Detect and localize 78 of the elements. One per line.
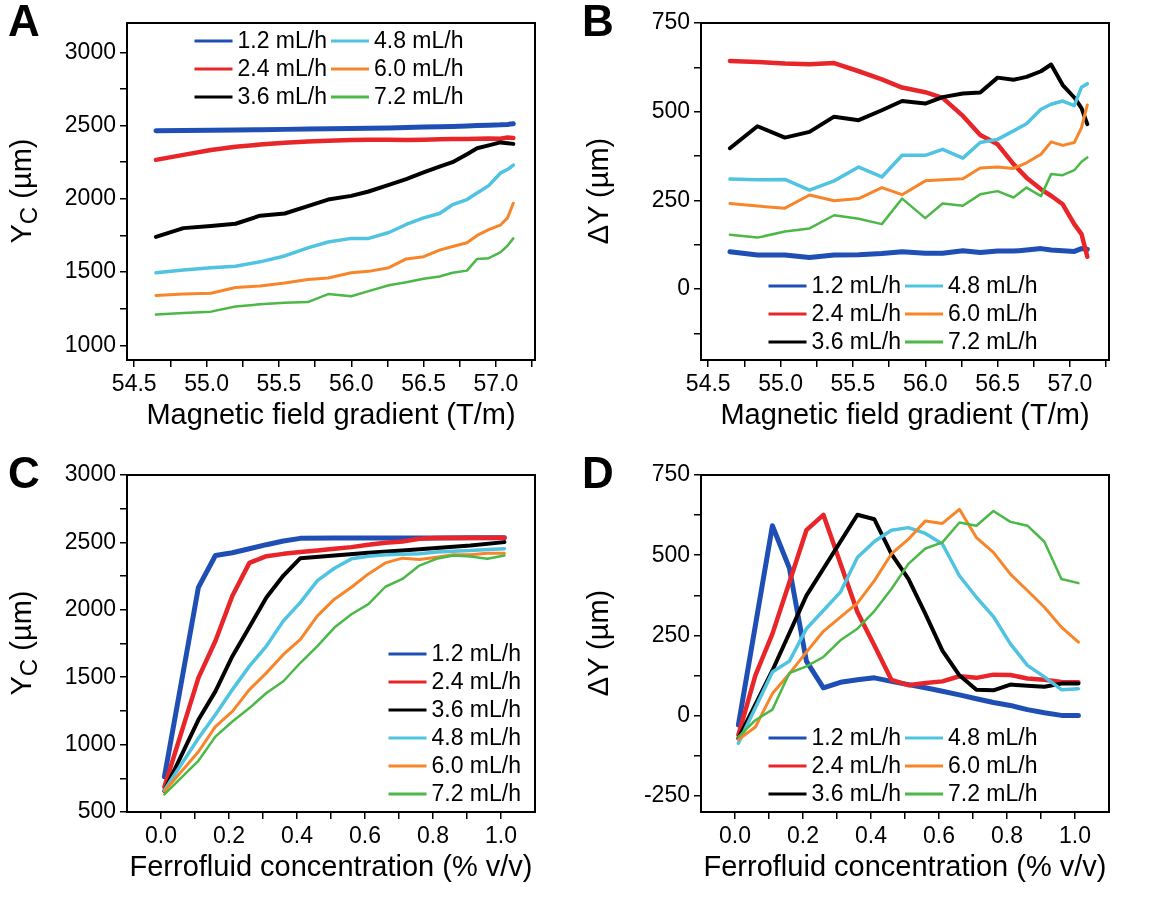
y-tick-label: 250 bbox=[651, 185, 690, 212]
y-tick-label: 2500 bbox=[64, 527, 116, 554]
x-tick-label: 0.4 bbox=[855, 822, 888, 849]
x-axis-title: Ferrofluid concentration (% v/v) bbox=[702, 850, 1108, 883]
legend-label: 1.2 mL/h bbox=[237, 27, 327, 54]
y-tick-label: -250 bbox=[643, 781, 690, 808]
legend-label: 1.2 mL/h bbox=[431, 640, 521, 667]
legend-label: 2.4 mL/h bbox=[811, 752, 901, 779]
y-tick-label: 0 bbox=[677, 274, 690, 301]
x-tick-label: 56.5 bbox=[401, 370, 446, 397]
y-tick-label: 1500 bbox=[64, 662, 116, 689]
y-tick-label: 2000 bbox=[64, 184, 116, 211]
x-axis-title: Magnetic field gradient (T/m) bbox=[719, 398, 1091, 431]
legend-label: 7.2 mL/h bbox=[431, 780, 521, 807]
x-tick-label: 0.2 bbox=[787, 822, 819, 849]
legend-label: 7.2 mL/h bbox=[374, 83, 464, 110]
x-axis-title: Ferrofluid concentration (% v/v) bbox=[128, 850, 534, 883]
y-tick-label: 750 bbox=[651, 460, 690, 487]
chart-title: C bbox=[8, 448, 40, 498]
y-tick-label: 1000 bbox=[64, 729, 116, 756]
legend-label: 6.0 mL/h bbox=[948, 752, 1038, 779]
legend-label: 3.6 mL/h bbox=[811, 780, 901, 807]
legend-label: 2.4 mL/h bbox=[237, 55, 327, 82]
x-tick-label: 0.8 bbox=[417, 822, 449, 849]
legend-label: 2.4 mL/h bbox=[811, 300, 901, 327]
x-tick-label: 0.4 bbox=[281, 822, 314, 849]
legend-label: 4.8 mL/h bbox=[374, 27, 464, 54]
legend-label: 3.6 mL/h bbox=[811, 328, 901, 355]
x-tick-label: 0.2 bbox=[213, 822, 245, 849]
x-tick-label: 56.5 bbox=[975, 370, 1020, 397]
y-axis-title: ΔY (µm) bbox=[581, 137, 615, 245]
y-tick-label: 2500 bbox=[64, 110, 116, 137]
y-tick-label: 500 bbox=[77, 797, 116, 824]
legend-label: 6.0 mL/h bbox=[374, 55, 464, 82]
legend-label: 4.8 mL/h bbox=[948, 724, 1038, 751]
y-tick-label: 750 bbox=[651, 8, 690, 35]
x-tick-label: 55.5 bbox=[830, 370, 876, 397]
legend-label: 1.2 mL/h bbox=[811, 272, 901, 299]
y-tick-label: 3000 bbox=[64, 460, 116, 487]
y-tick-label: 3000 bbox=[64, 37, 116, 64]
x-tick-label: 55.0 bbox=[184, 370, 229, 397]
legend-label: 1.2 mL/h bbox=[811, 724, 901, 751]
x-tick-label: 0.0 bbox=[719, 822, 751, 849]
x-tick-label: 54.5 bbox=[111, 370, 157, 397]
x-tick-label: 57.0 bbox=[1047, 370, 1093, 397]
y-tick-label: 1500 bbox=[64, 257, 116, 284]
legend-label: 4.8 mL/h bbox=[431, 724, 521, 751]
legend-label: 4.8 mL/h bbox=[948, 272, 1038, 299]
y-axis-title: ΔY (µm) bbox=[581, 589, 615, 697]
legend-label: 3.6 mL/h bbox=[431, 696, 521, 723]
x-tick-label: 56.0 bbox=[902, 370, 948, 397]
x-axis-title: Magnetic field gradient (T/m) bbox=[145, 398, 517, 431]
y-tick-label: 1000 bbox=[64, 330, 116, 357]
y-tick-label: 0 bbox=[677, 701, 690, 728]
chart-title: D bbox=[582, 448, 614, 498]
x-tick-label: 0.6 bbox=[349, 822, 381, 849]
legend-label: 6.0 mL/h bbox=[431, 752, 521, 779]
legend-label: 3.6 mL/h bbox=[237, 83, 327, 110]
legend-label: 6.0 mL/h bbox=[948, 300, 1038, 327]
x-tick-label: 1.0 bbox=[1059, 822, 1091, 849]
x-tick-label: 55.0 bbox=[758, 370, 803, 397]
x-tick-label: 1.0 bbox=[485, 822, 517, 849]
legend-label: 2.4 mL/h bbox=[431, 668, 521, 695]
y-tick-label: 2000 bbox=[64, 595, 116, 622]
x-tick-label: 57.0 bbox=[473, 370, 519, 397]
x-tick-label: 0.8 bbox=[991, 822, 1023, 849]
chart-title: A bbox=[8, 0, 40, 46]
legend-label: 7.2 mL/h bbox=[948, 780, 1038, 807]
x-tick-label: 0.0 bbox=[145, 822, 177, 849]
x-tick-label: 56.0 bbox=[328, 370, 374, 397]
y-tick-label: 250 bbox=[651, 620, 690, 647]
x-tick-label: 54.5 bbox=[685, 370, 731, 397]
x-tick-label: 55.5 bbox=[256, 370, 302, 397]
x-tick-label: 0.6 bbox=[923, 822, 955, 849]
legend-label: 7.2 mL/h bbox=[948, 328, 1038, 355]
y-tick-label: 500 bbox=[651, 540, 690, 567]
chart-title: B bbox=[582, 0, 614, 46]
y-tick-label: 500 bbox=[651, 97, 690, 124]
